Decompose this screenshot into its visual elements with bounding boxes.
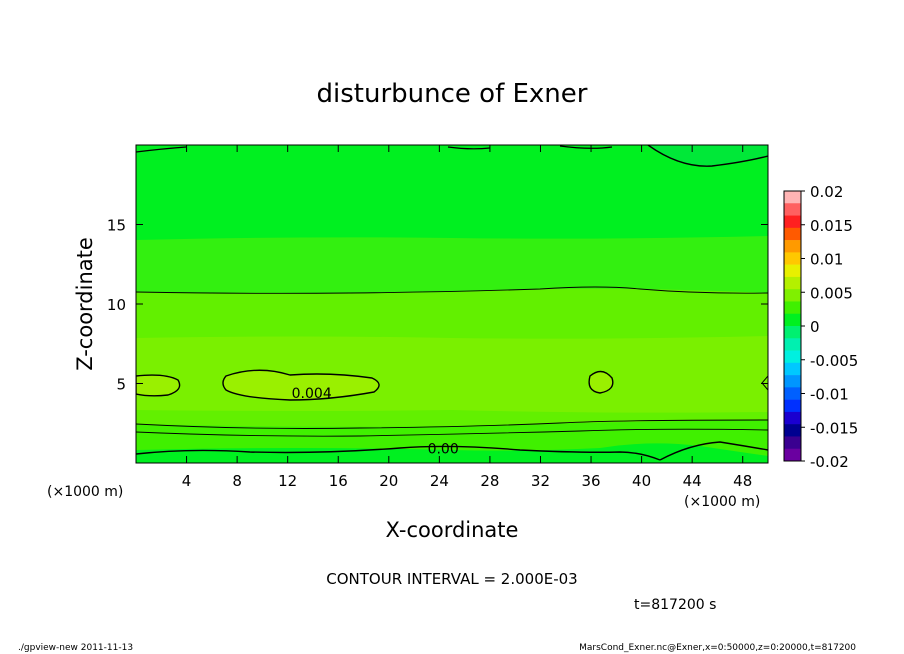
colorbar-swatch: [784, 252, 801, 265]
colorbar-swatch: [784, 411, 801, 425]
x-tick-label: 24: [430, 472, 449, 490]
colorbar-tick-label: 0: [810, 318, 820, 336]
band-bottom: [136, 443, 768, 463]
x-tick-label: 44: [683, 472, 702, 490]
x-tick-label: 48: [733, 472, 752, 490]
colorbar: 0.02 0.015 0.01 0.005 0 -0.005 -0.01 -0.015 -0.0…: [783, 183, 858, 471]
x-unit-right: (×1000 m): [684, 494, 760, 510]
contour-line-lower-1: [136, 419, 768, 429]
y-tick-label: 10: [107, 296, 126, 314]
colorbar-swatch: [784, 313, 801, 327]
footer-right: MarsCond_Exner.nc@Exner,x=0:50000,z=0:20…: [579, 643, 856, 653]
contour-label: 0.00: [428, 442, 459, 458]
contour-interval-text: CONTOUR INTERVAL = 2.000E-03: [326, 570, 577, 588]
x-tick-label: 40: [632, 472, 651, 490]
colorbar-swatch: [784, 399, 801, 413]
colorbar-swatch: [784, 301, 801, 315]
max-blob-left: [136, 374, 181, 397]
colorbar-tick-label: -0.01: [810, 386, 849, 404]
colorbar-tick-label: 0.005: [810, 284, 853, 302]
colorbar-swatch: [784, 215, 801, 229]
y-tick-label: 15: [107, 217, 126, 235]
colorbar-tick-label: 0.015: [810, 217, 853, 235]
x-tick-label: 4: [182, 472, 192, 490]
colorbar-tick-label: 0.02: [810, 183, 843, 201]
colorbar-swatch: [784, 338, 801, 351]
colorbar-swatch: [784, 276, 801, 290]
x-axis-label: X-coordinate: [386, 518, 519, 542]
colorbar-swatch: [784, 424, 801, 437]
colorbar-swatch: [784, 436, 801, 450]
colorbar-swatch: [784, 191, 801, 204]
colorbar-swatch: [784, 203, 801, 216]
y-axis: 5 10 15: [107, 217, 768, 394]
x-tick-label: 28: [480, 472, 499, 490]
max-blob-center: [222, 369, 380, 401]
contour-line-top-right: [647, 145, 768, 167]
chart-title: disturbunce of Exner: [317, 79, 588, 109]
x-axis: 4 8 12 16 20 24 28 32 36 40 44 48: [182, 145, 752, 490]
colorbar-swatch: [784, 264, 801, 278]
colorbar-swatch: [784, 227, 801, 241]
colorbar-tick-label: -0.005: [810, 352, 858, 370]
contour-label: 0.004: [292, 386, 332, 402]
y-axis-label: Z-coordinate: [73, 237, 97, 371]
colorbar-swatch: [784, 350, 801, 364]
x-tick-label: 32: [531, 472, 550, 490]
colorbar-tick-label: -0.02: [810, 453, 849, 471]
x-tick-label: 8: [232, 472, 242, 490]
colorbar-swatch: [784, 240, 801, 253]
colorbar-tick-label: -0.015: [810, 419, 858, 437]
footer-left: ./gpview-new 2011-11-13: [18, 643, 133, 653]
colorbar-swatch: [784, 448, 801, 462]
contour-line-top: [136, 145, 613, 153]
colorbar-tick-label: 0.01: [810, 251, 843, 269]
colorbar-swatch: [784, 362, 801, 376]
x-unit-left: (×1000 m): [47, 484, 123, 500]
x-tick-label: 36: [581, 472, 600, 490]
contour-line-zero: [136, 441, 768, 461]
colorbar-swatch: [784, 326, 801, 339]
colorbar-swatch: [784, 289, 801, 302]
x-tick-label: 20: [379, 472, 398, 490]
plot-area: [136, 145, 768, 463]
contour-line-lower-2: [136, 428, 768, 437]
contour-line-upper: [136, 286, 768, 294]
x-tick-label: 16: [329, 472, 348, 490]
x-tick-label: 12: [278, 472, 297, 490]
y-tick-label: 5: [116, 376, 126, 394]
max-blob-right: [588, 370, 614, 394]
contour-labels: 0.004 0.00: [292, 386, 459, 458]
colorbar-swatch: [784, 387, 801, 400]
colorbar-swatch: [784, 375, 801, 388]
time-text: t=817200 s: [634, 597, 716, 613]
